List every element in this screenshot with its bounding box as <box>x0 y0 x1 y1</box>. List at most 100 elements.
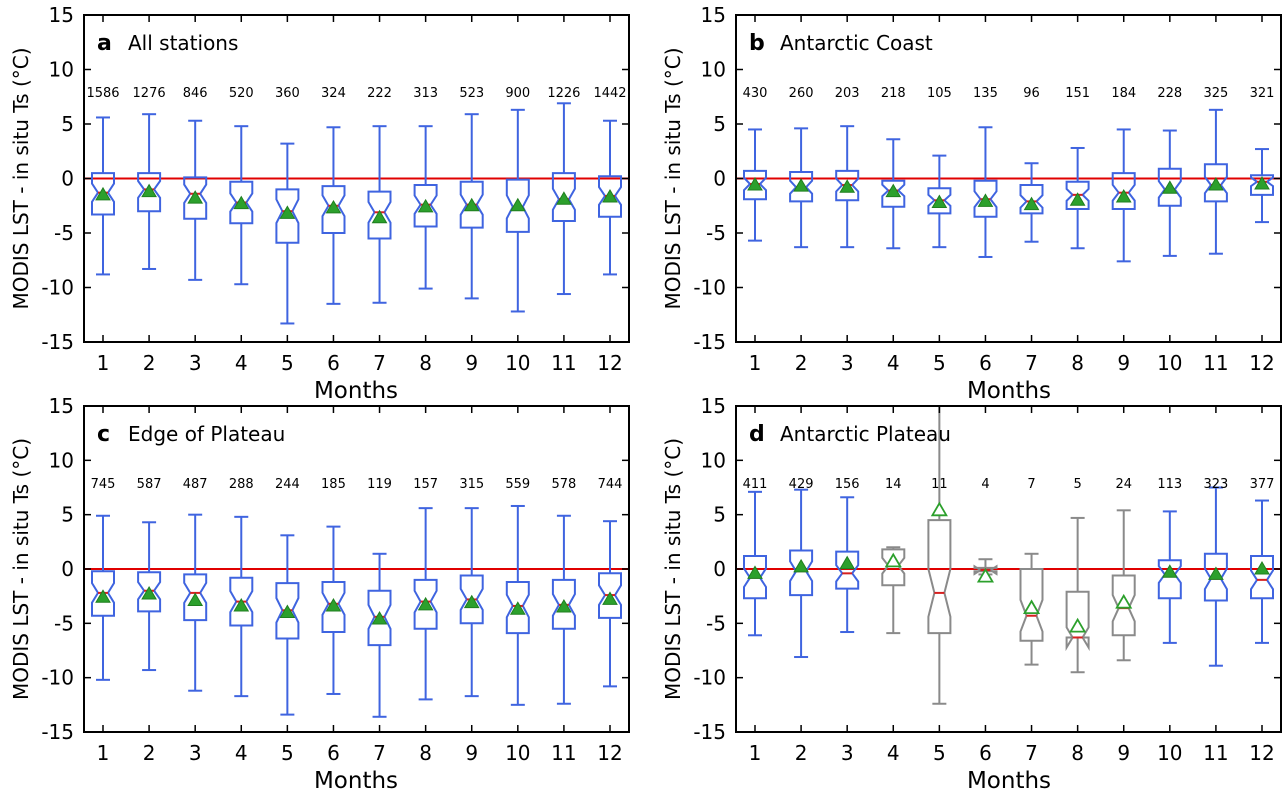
panel-title: Antarctic Coast <box>780 31 933 55</box>
x-tick-label: 11 <box>551 741 576 765</box>
box-body <box>321 185 346 234</box>
box-month-1 <box>743 490 767 637</box>
box-body <box>1157 559 1182 600</box>
mean-marker <box>95 186 111 201</box>
chart-panel-d: -15 -10 -5 0 5 10 15 1 411 2 429 3 156 4 14 5 11 6 4 7 7 8 5 9 2… <box>661 394 1282 793</box>
box-month-4 <box>881 138 906 250</box>
box-month-12 <box>1250 148 1274 224</box>
x-tick-label: 2 <box>143 741 156 765</box>
mean-marker <box>1115 189 1132 203</box>
x-axis-label: Months <box>967 378 1051 404</box>
sample-count-label: 323 <box>1203 477 1228 492</box>
y-tick-label: 15 <box>49 3 74 27</box>
box-body <box>505 178 530 233</box>
x-axis-label: Months <box>967 768 1051 793</box>
x-tick-label: 3 <box>841 741 854 765</box>
box-month-7 <box>1019 162 1044 243</box>
box-month-5 <box>275 534 300 716</box>
box-body <box>137 571 162 613</box>
x-tick-label: 8 <box>419 351 432 375</box>
mean-marker <box>371 209 388 224</box>
y-axis-label: MODIS LST - in situ Ts (°C) <box>661 47 685 309</box>
y-tick-label: -5 <box>54 611 74 635</box>
box-month-10 <box>1157 129 1182 257</box>
box-month-9 <box>459 113 484 300</box>
box-body <box>321 581 346 633</box>
y-tick-label: 10 <box>701 58 726 82</box>
x-tick-label: 4 <box>887 351 900 375</box>
mean-marker <box>793 178 809 192</box>
sample-count-label: 321 <box>1250 86 1275 101</box>
sample-count-label: 324 <box>321 86 346 101</box>
box-month-4 <box>229 515 254 698</box>
box-month-11 <box>1203 486 1228 667</box>
x-tick-label: 11 <box>551 351 576 375</box>
sample-count-label: 411 <box>743 477 768 492</box>
box-body <box>881 179 906 208</box>
y-tick-label: 0 <box>61 167 74 191</box>
mean-marker <box>279 205 296 219</box>
sample-count-label: 156 <box>835 477 860 492</box>
box-month-1 <box>743 128 767 242</box>
x-tick-label: 12 <box>597 741 622 765</box>
box-body <box>1203 163 1228 203</box>
mean-marker <box>747 565 763 579</box>
panel-title: Antarctic Plateau <box>780 422 951 446</box>
y-tick-label: 5 <box>61 112 74 136</box>
sample-count-label: 846 <box>183 86 208 101</box>
box-body <box>1019 184 1044 215</box>
plot-area <box>84 504 629 718</box>
box-body <box>413 184 438 228</box>
panel-letter: a <box>97 31 112 56</box>
box-body <box>1019 568 1044 642</box>
y-tick-label: 10 <box>49 448 74 472</box>
x-tick-label: 12 <box>1249 351 1274 375</box>
sample-count-label: 228 <box>1157 86 1182 101</box>
x-tick-label: 5 <box>281 351 294 375</box>
sample-count-label: 119 <box>367 477 392 492</box>
panel-letter: b <box>749 31 765 56</box>
mean-marker <box>463 594 480 609</box>
box-body <box>275 188 300 244</box>
x-tick-label: 12 <box>1249 741 1274 765</box>
x-tick-label: 9 <box>1117 741 1130 765</box>
x-tick-label: 7 <box>1025 351 1038 375</box>
box-month-10 <box>505 108 530 313</box>
x-tick-label: 1 <box>749 351 762 375</box>
x-axis-label: Months <box>314 768 398 793</box>
sample-count-label: 1226 <box>547 86 580 101</box>
x-tick-label: 4 <box>235 741 248 765</box>
box-body <box>598 572 622 619</box>
x-tick-label: 9 <box>465 351 478 375</box>
box-month-8 <box>1065 516 1090 674</box>
box-body <box>91 570 115 617</box>
x-tick-label: 3 <box>189 741 202 765</box>
plot-area <box>84 102 629 325</box>
mean-marker <box>187 592 204 607</box>
y-tick-label: -5 <box>706 221 726 245</box>
box-month-8 <box>1065 146 1090 250</box>
box-month-2 <box>137 521 162 672</box>
sample-count-label: 744 <box>598 477 623 492</box>
sample-count-label: 523 <box>459 86 484 101</box>
x-tick-label: 7 <box>373 351 386 375</box>
mean-marker <box>1208 566 1224 580</box>
sample-count-label: 377 <box>1250 477 1275 492</box>
box-month-11 <box>551 514 576 705</box>
box-body <box>505 581 530 635</box>
y-tick-label: -10 <box>693 666 726 690</box>
y-tick-label: 0 <box>713 167 726 191</box>
sample-count-label: 360 <box>275 86 300 101</box>
chart-panel-b: -15-10-505101514302260320342185105613579… <box>661 3 1282 404</box>
mean-marker <box>976 567 995 583</box>
y-tick-label: 5 <box>713 112 726 136</box>
box-month-2 <box>789 127 814 249</box>
panel-title: Edge of Plateau <box>128 422 285 446</box>
box-body <box>1157 167 1182 207</box>
mean-marker <box>1254 175 1270 190</box>
mean-marker <box>931 194 948 208</box>
mean-marker <box>1161 180 1178 194</box>
y-tick-label: -15 <box>41 330 74 354</box>
x-tick-label: 10 <box>1157 351 1182 375</box>
panel-letter: d <box>749 422 765 447</box>
